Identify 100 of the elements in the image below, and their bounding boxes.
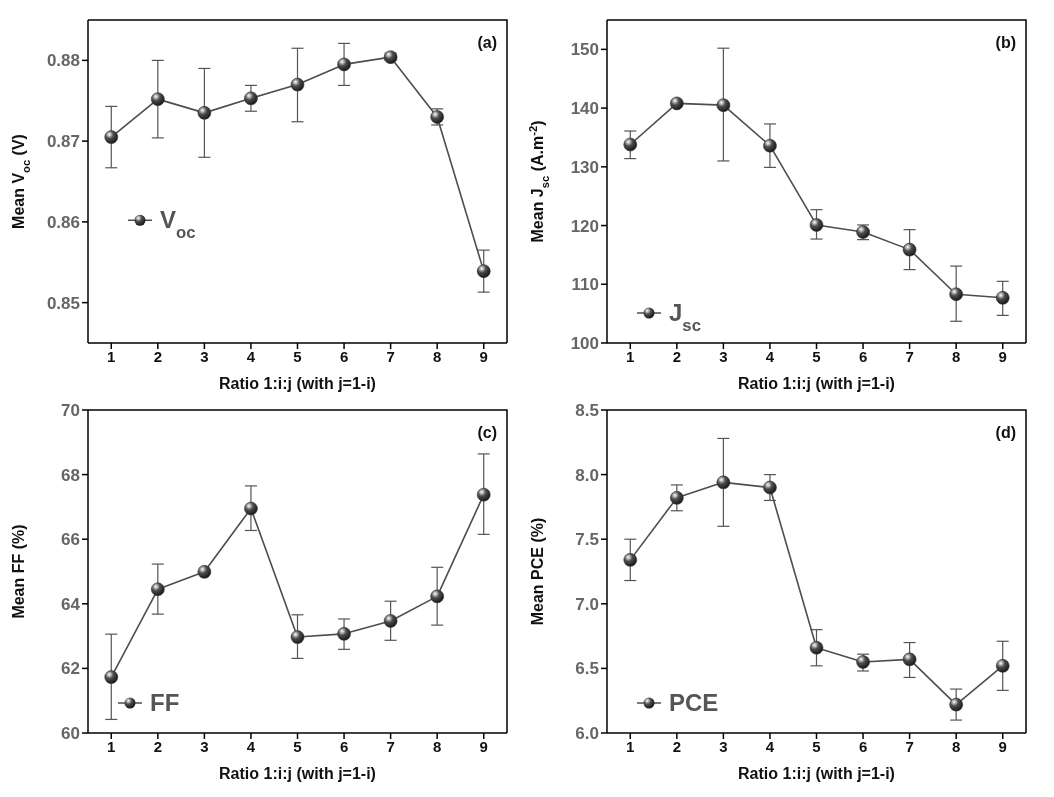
x-tick-label: 5: [293, 737, 302, 755]
point: [383, 614, 398, 628]
point: [809, 640, 824, 655]
y-tick-label: 7.5: [575, 530, 599, 550]
x-tick-label: 8: [951, 737, 961, 755]
legend-label: PCE: [669, 689, 719, 716]
x-tick-label: 6: [339, 347, 349, 365]
legend-label: J$_{sc}$: [669, 299, 702, 335]
x-axis-title: Ratio 1:i:j (with j=1-i): [219, 375, 376, 392]
legend-label: FF: [150, 689, 180, 716]
point: [290, 630, 305, 644]
x-tick-label: 6: [858, 737, 868, 755]
y-tick-label: 62: [61, 659, 80, 679]
point: [197, 565, 212, 579]
point: [151, 582, 165, 597]
x-tick-label: 5: [812, 347, 821, 365]
point: [902, 652, 917, 667]
annotation: (c): [477, 424, 497, 441]
y-tick-label: 66: [61, 530, 80, 550]
x-tick-label: 9: [998, 737, 1007, 755]
y-tick-label: 8.0: [575, 465, 599, 485]
point: [290, 77, 305, 92]
y-tick-label: 0.85: [46, 293, 80, 313]
point: [244, 91, 258, 106]
x-tick-label: 1: [626, 737, 635, 755]
point: [809, 218, 824, 232]
point: [337, 57, 351, 72]
x-tick-label: 7: [905, 737, 914, 755]
annotation: (a): [477, 34, 497, 51]
x-tick-label: 1: [107, 347, 116, 365]
x-tick-label: 2: [153, 347, 163, 365]
point: [670, 491, 684, 505]
point: [151, 92, 165, 106]
x-tick-label: 7: [386, 737, 395, 755]
x-tick-label: 8: [951, 347, 961, 365]
x-tick-label: 7: [905, 347, 914, 365]
x-tick-label: 1: [626, 347, 635, 365]
point: [197, 106, 212, 120]
point: [104, 670, 119, 684]
y-tick-label: 8.5: [575, 401, 599, 421]
x-tick-label: 4: [246, 347, 256, 365]
point: [430, 589, 444, 604]
point: [902, 242, 917, 257]
legend-label: V$_{oc}$: [160, 206, 196, 242]
point: [476, 264, 491, 278]
x-tick-label: 4: [765, 737, 775, 755]
annotation: (b): [995, 34, 1016, 51]
y-tick-label: 130: [570, 157, 599, 177]
y-tick-label: 0.87: [46, 132, 80, 152]
x-axis-title: Ratio 1:i:j (with j=1-i): [738, 375, 895, 392]
annotation: (d): [995, 424, 1016, 441]
y-tick-label: 120: [570, 216, 599, 236]
point: [995, 659, 1010, 673]
y-tick-label: 110: [571, 275, 599, 295]
point: [763, 480, 777, 495]
x-tick-label: 2: [672, 347, 682, 365]
x-tick-label: 6: [339, 737, 349, 755]
y-axis-title: Mean PCE (%): [529, 517, 546, 626]
point: [949, 287, 963, 302]
point: [104, 130, 119, 144]
x-tick-label: 4: [246, 737, 256, 755]
x-tick-label: 3: [719, 347, 728, 365]
y-tick-label: 6.0: [575, 724, 599, 744]
point: [763, 138, 777, 153]
point: [623, 553, 638, 567]
x-tick-label: 5: [812, 737, 821, 755]
x-tick-label: 9: [479, 737, 488, 755]
x-axis-title: Ratio 1:i:j (with j=1-i): [738, 765, 895, 782]
point: [716, 98, 731, 112]
x-tick-label: 2: [153, 737, 163, 755]
x-tick-label: 3: [200, 347, 209, 365]
x-tick-label: 3: [719, 737, 728, 755]
y-tick-label: 150: [570, 40, 599, 60]
y-tick-label: 68: [61, 465, 80, 485]
x-tick-label: 8: [432, 347, 442, 365]
x-tick-label: 3: [200, 737, 209, 755]
y-tick-label: 100: [570, 334, 599, 354]
y-tick-label: 60: [61, 724, 80, 744]
y-tick-label: 140: [570, 99, 599, 119]
point: [949, 697, 963, 712]
point: [716, 475, 731, 490]
point: [623, 137, 638, 152]
y-tick-label: 70: [61, 401, 80, 421]
x-tick-label: 9: [479, 347, 488, 365]
x-tick-label: 1: [107, 737, 116, 755]
point: [337, 627, 351, 641]
x-axis-title: Ratio 1:i:j (with j=1-i): [219, 765, 376, 782]
x-tick-label: 6: [858, 347, 868, 365]
x-tick-label: 5: [293, 347, 302, 365]
point: [995, 290, 1010, 305]
y-axis-title: Mean FF (%): [10, 524, 27, 619]
x-tick-label: 2: [672, 737, 682, 755]
x-tick-label: 7: [386, 347, 395, 365]
x-tick-label: 4: [765, 347, 775, 365]
x-tick-label: 9: [998, 347, 1007, 365]
point: [670, 96, 684, 111]
y-tick-label: 7.0: [575, 594, 599, 614]
point: [244, 501, 258, 516]
x-tick-label: 8: [432, 737, 442, 755]
y-tick-label: 6.5: [575, 659, 599, 679]
